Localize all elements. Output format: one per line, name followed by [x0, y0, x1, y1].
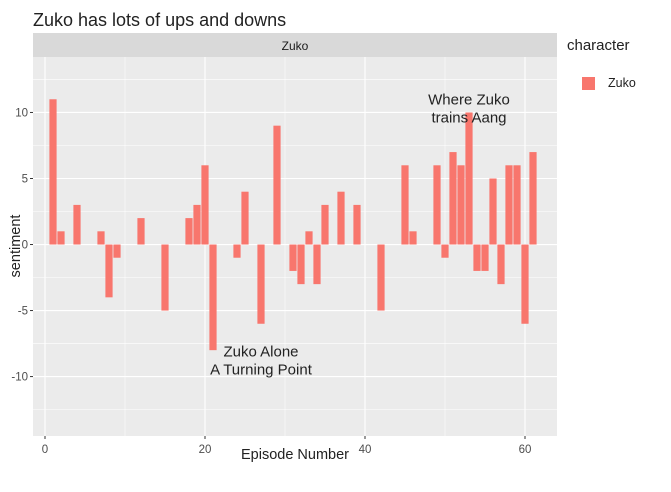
annotation-label: Where Zuko trains Aang [428, 92, 510, 127]
x-tick-label: 0 [42, 444, 48, 456]
bar [185, 218, 193, 245]
bar [505, 165, 513, 245]
legend-title: character [567, 37, 630, 54]
y-tick-label: -10 [11, 372, 28, 384]
legend-label: Zuko [608, 76, 636, 90]
bar [353, 204, 361, 245]
x-tick-label: 20 [199, 444, 212, 456]
facet-strip-label: Zuko [282, 39, 309, 53]
bar [297, 244, 305, 285]
bar [321, 204, 329, 245]
y-axis-ticks: -10 -5 0 5 10 [11, 107, 33, 384]
bar [513, 165, 521, 245]
bar [377, 244, 385, 311]
annotation-label: Zuko Alone A Turning Point [210, 344, 313, 379]
bar [49, 99, 57, 245]
x-axis-ticks: 0 20 40 60 [42, 436, 532, 456]
bar [57, 231, 65, 245]
bar [97, 231, 105, 245]
y-tick-label: 0 [22, 240, 28, 252]
bar [497, 244, 505, 285]
x-tick-label: 60 [519, 444, 532, 456]
bar [73, 204, 81, 245]
facet-strip [33, 33, 557, 57]
annotation-line: trains Aang [431, 110, 506, 127]
bar [137, 218, 145, 245]
bar [257, 244, 265, 324]
bar [289, 244, 297, 271]
annotation-line: A Turning Point [210, 362, 313, 379]
bar [409, 231, 417, 245]
bar [457, 165, 465, 245]
bar [529, 152, 537, 245]
y-tick-label: 10 [15, 107, 28, 119]
y-axis-title: sentiment [8, 215, 24, 278]
bar [449, 152, 457, 245]
bar [161, 244, 169, 311]
bar [241, 191, 249, 245]
annotation-line: Where Zuko [428, 92, 510, 109]
annotation-line: Zuko Alone [223, 344, 298, 361]
bar [313, 244, 321, 285]
y-tick-label: -5 [18, 306, 28, 318]
legend-key-swatch [582, 77, 595, 90]
bar [201, 165, 209, 245]
bar-series-zuko [49, 99, 537, 351]
bar [113, 244, 121, 258]
bar [481, 244, 489, 271]
bar [305, 231, 313, 245]
bar [489, 178, 497, 245]
bar [233, 244, 241, 258]
grid-lines [33, 57, 557, 436]
bar [337, 191, 345, 245]
bar [401, 165, 409, 245]
annotations: Zuko Alone A Turning Point Where Zuko train… [210, 92, 510, 379]
x-tick-label: 40 [359, 444, 372, 456]
bar [273, 125, 281, 245]
chart-title: Zuko has lots of ups and downs [33, 10, 287, 30]
bar [209, 244, 217, 351]
bar [441, 244, 449, 258]
bar [105, 244, 113, 298]
bar [465, 112, 473, 245]
bar [433, 165, 441, 245]
bar [521, 244, 529, 324]
x-axis-title: Episode Number [241, 447, 349, 463]
bar [193, 204, 201, 245]
bar [473, 244, 481, 271]
y-tick-label: 5 [22, 173, 28, 185]
